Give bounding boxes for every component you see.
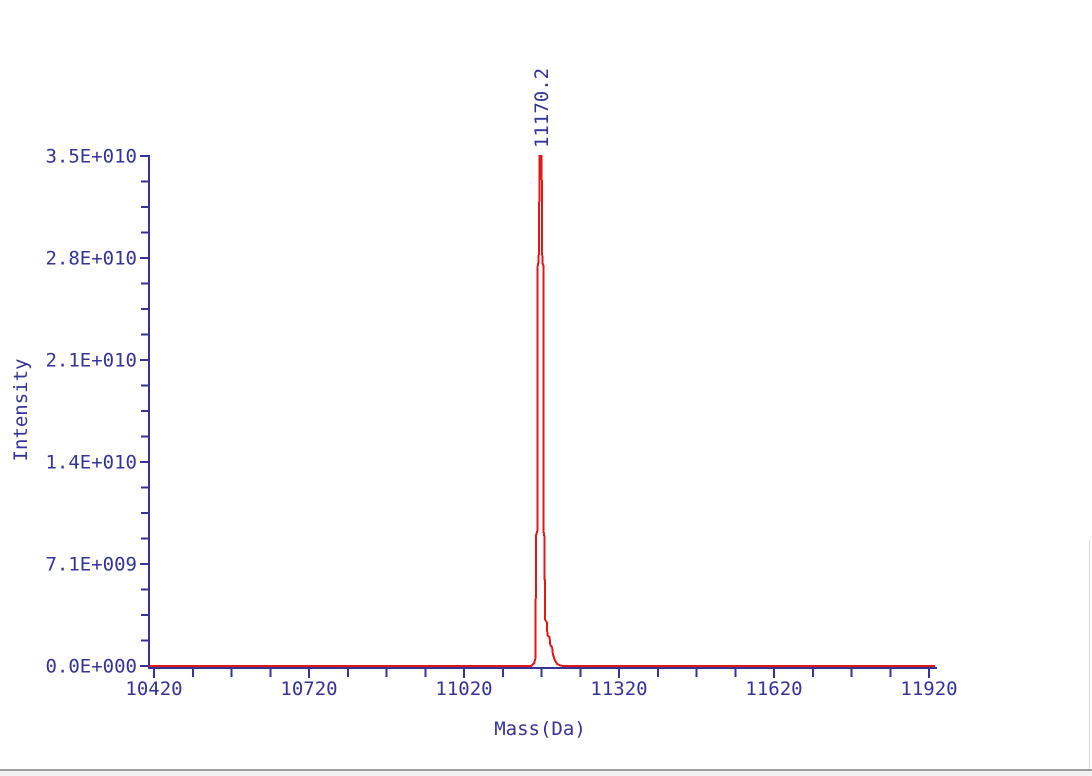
axes [140,155,937,678]
window-bottom-edge [0,769,1092,771]
x-tick-label: 11020 [435,678,492,700]
x-axis-title: Mass(Da) [494,718,586,740]
peak-mass-annotation: 11170.2 [530,67,553,148]
y-axis-title: Intensity [10,358,32,462]
y-tick-label: 7.1E+009 [45,554,137,576]
window-bottom-band [0,771,1092,776]
y-tick-label: 3.5E+010 [45,146,137,168]
tick-labels: 0.0E+000 7.1E+009 1.4E+010 2.1E+010 2.8E+010… [45,146,957,701]
x-tick-label: 11320 [590,678,647,700]
y-tick-label: 0.0E+000 [45,656,137,678]
y-tick-label: 2.8E+010 [45,248,137,270]
x-tick-label: 10420 [125,678,182,700]
x-tick-label: 10720 [280,678,337,700]
y-tick-label: 1.4E+010 [45,452,137,474]
window-right-edge [1089,540,1090,769]
x-tick-label: 11620 [745,678,802,700]
y-tick-label: 2.1E+010 [45,350,137,372]
x-tick-label: 11920 [900,678,957,700]
spectrum-trace [149,155,935,667]
